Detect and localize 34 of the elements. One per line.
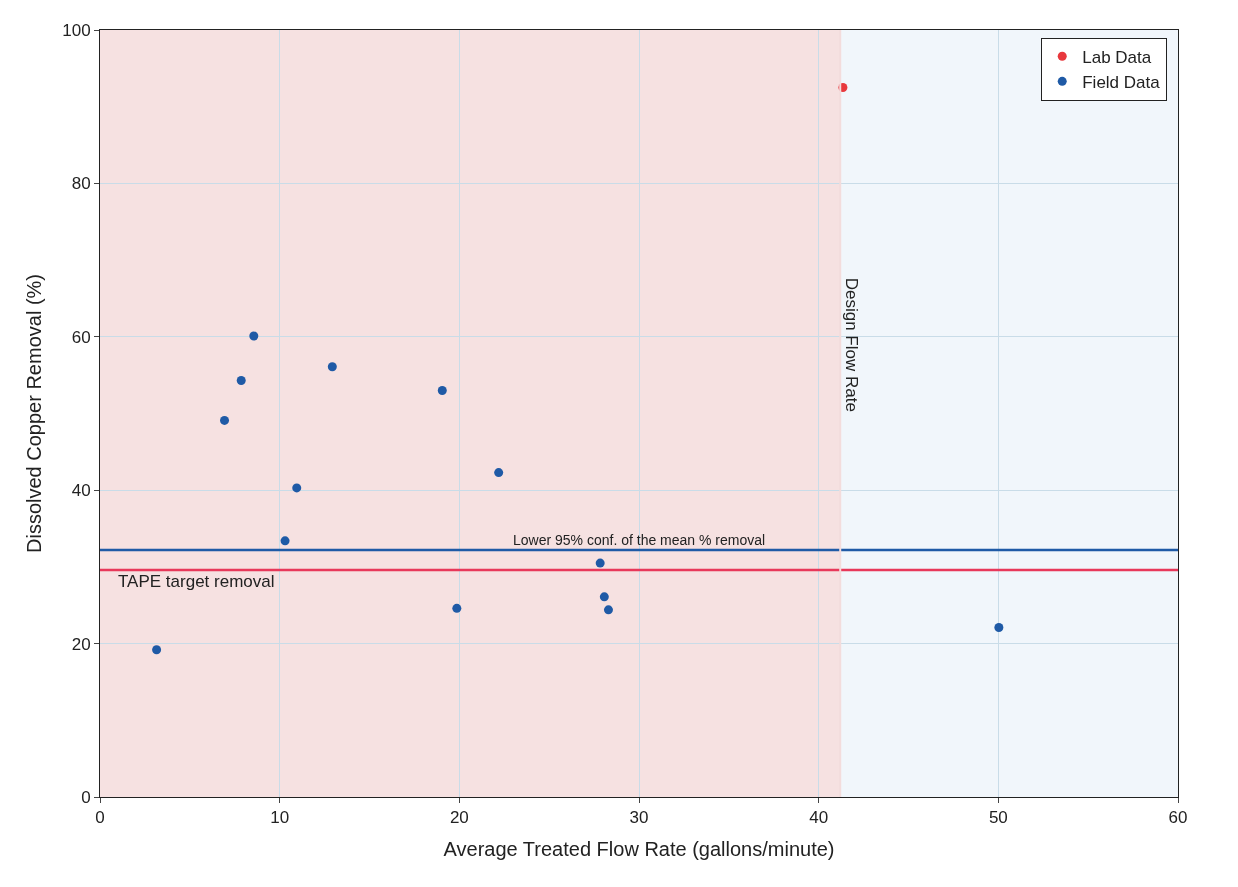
y-tick-label: 20 [71, 634, 91, 654]
x-tick-label: 10 [270, 808, 290, 828]
ref-line-label: Lower 95% conf. of the mean % removal [513, 532, 766, 548]
y-tick-label: 60 [71, 327, 91, 347]
point [236, 376, 246, 386]
y-tick-label: 40 [71, 481, 91, 501]
ref-line-label: Design Flow Rate [842, 277, 862, 412]
legend-label: Field Data [1082, 72, 1161, 92]
point [494, 468, 504, 478]
y-tick-label: 100 [62, 20, 91, 40]
x-axis-title: Average Treated Flow Rate (gallons/minute) [443, 837, 835, 860]
point [603, 605, 613, 615]
x-tick-label: 50 [988, 808, 1008, 828]
y-tick-label: 0 [81, 787, 91, 807]
point [292, 483, 302, 493]
y-axis-title: Dissolved Copper Removal (%) [22, 274, 45, 553]
point [280, 536, 290, 546]
point [595, 558, 605, 568]
point [249, 331, 259, 341]
x-tick-label: 40 [809, 808, 829, 828]
point [994, 622, 1004, 632]
x-tick-label: 0 [95, 808, 105, 828]
legend-label: Lab Data [1082, 47, 1152, 67]
point [452, 603, 462, 613]
point [220, 415, 230, 425]
ref-line-label: TAPE target removal [118, 572, 275, 591]
point [152, 645, 162, 655]
point [327, 362, 337, 372]
y-tick-label: 80 [71, 174, 91, 194]
x-tick-label: 60 [1168, 808, 1188, 828]
x-tick-label: 20 [449, 808, 469, 828]
point [599, 592, 609, 602]
x-tick-label: 30 [629, 808, 649, 828]
point [437, 385, 447, 395]
